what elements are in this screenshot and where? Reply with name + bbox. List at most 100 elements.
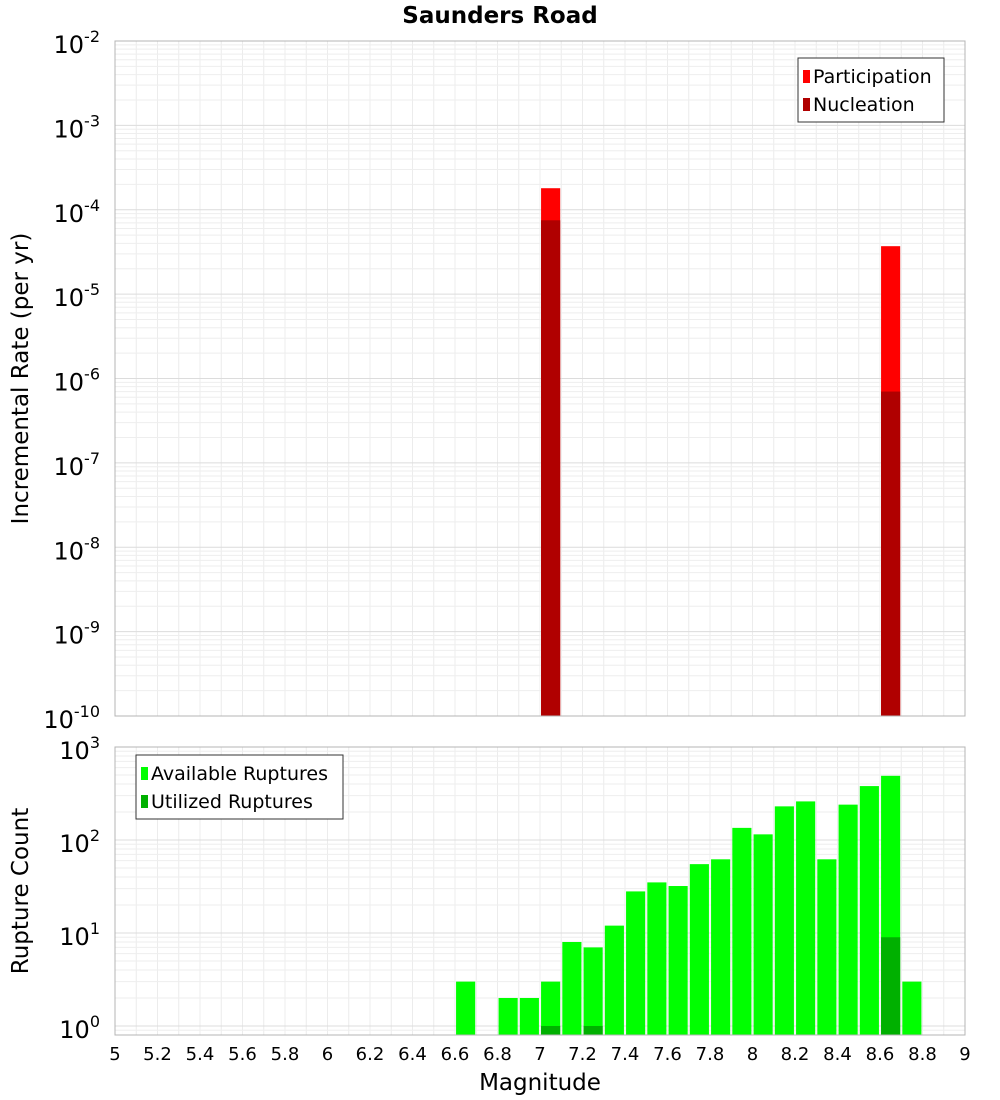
x-tick-label: 6.6 [441,1044,470,1065]
y-tick-exponent: -8 [84,533,100,552]
y-tick-base: 10 [54,537,85,565]
bar [732,827,752,1035]
bar [689,864,709,1035]
y-tick-exponent: -2 [84,27,100,46]
y-tick-exponent: 3 [90,733,100,752]
y-tick-label: 10-2 [54,27,101,59]
bar [753,834,773,1035]
y-tick-exponent: -4 [84,196,100,215]
chart-title: Saunders Road [402,3,597,29]
legend-box [797,57,945,123]
y-axis-label: Incremental Rate (per yr) [8,233,34,525]
bar [562,942,582,1035]
x-tick-label: 8.2 [781,1044,810,1065]
grid-lines [114,40,966,717]
bar [456,981,476,1035]
x-tick-label: 5.2 [143,1044,172,1065]
x-tick-label: 8.6 [866,1044,895,1065]
bar [604,925,624,1035]
plot-frame [114,40,966,717]
x-tick-label: 5.8 [271,1044,300,1065]
bar [626,891,646,1035]
y-tick-base: 10 [54,453,85,481]
legend: Participation Nucleation [797,57,945,123]
y-tick-label: 10-7 [54,449,101,481]
y-tick-base: 10 [59,737,90,765]
bar [859,786,879,1035]
x-tick-label: 5.6 [228,1044,257,1065]
x-tick-label: 7 [534,1044,545,1065]
plot-frame [114,746,966,1036]
legend-swatch [803,98,810,111]
y-tick-base: 10 [59,830,90,858]
legend-swatch [803,70,810,83]
bar [541,220,561,717]
y-tick-label: 101 [59,919,100,951]
legend: Available Ruptures Utilized Ruptures [135,754,344,820]
y-tick-exponent: -5 [84,280,100,299]
legend-label: Participation [813,66,932,88]
y-axis-label: Rupture Count [8,808,34,974]
y-tick-label: 10-4 [54,196,101,228]
y-tick-base: 10 [54,200,85,228]
x-tick-label: 8 [747,1044,758,1065]
legend-box [135,754,344,820]
y-tick-base: 10 [54,369,85,397]
x-tick-label: 5.4 [186,1044,215,1065]
x-tick-labels: 5 5.2 5.4 5.6 5.8 6 6.2 6.4 6.6 6.8 7 7.2 7.4 7.6 7.8 8… [109,1044,970,1065]
series-nucleation [541,220,901,717]
y-tick-exponent: -10 [74,702,100,721]
bar [583,1025,603,1035]
series-utilized-ruptures [541,937,901,1035]
bar [519,997,539,1035]
x-tick-label: 8.4 [823,1044,852,1065]
y-tick-base: 10 [54,622,85,650]
y-tick-exponent: -6 [84,365,100,384]
legend-label: Available Ruptures [151,763,328,785]
bar [498,997,518,1035]
y-tick-base: 10 [59,923,90,951]
bar [541,1025,561,1035]
y-tick-label: 10-10 [43,702,100,734]
bar [796,801,816,1035]
y-tick-base: 10 [54,284,85,312]
y-tick-label: 10-9 [54,618,101,650]
bar [838,804,858,1035]
y-tick-exponent: -7 [84,449,100,468]
bar [647,882,667,1035]
bar [541,981,561,1035]
bar [711,859,731,1035]
bar [774,806,794,1035]
x-tick-label: 8.8 [908,1044,937,1065]
y-tick-exponent: 2 [90,826,100,845]
y-tick-label: 103 [59,733,100,765]
x-tick-label: 5 [109,1044,120,1065]
x-tick-label: 6.4 [398,1044,427,1065]
bar [817,859,837,1035]
bar [902,981,922,1035]
y-tick-exponent: -3 [84,111,100,130]
y-tick-label: 102 [59,826,100,858]
bar [881,391,901,716]
x-tick-label: 6 [322,1044,333,1065]
y-tick-base: 10 [43,706,74,734]
y-tick-label: 10-5 [54,280,101,312]
legend-swatch [141,795,148,808]
legend-label: Nucleation [813,94,915,116]
y-tick-exponent: 1 [90,919,100,938]
legend-swatch [141,767,148,780]
x-tick-label: 9 [959,1044,970,1065]
x-tick-label: 6.2 [356,1044,385,1065]
x-tick-label: 7.2 [568,1044,597,1065]
y-tick-exponent: -9 [84,618,100,637]
y-tick-label: 10-3 [54,111,101,143]
y-tick-label: 10-6 [54,365,101,397]
y-tick-exponent: 0 [90,1012,100,1031]
legend-label: Utilized Ruptures [151,791,313,813]
y-tick-label: 100 [59,1012,100,1044]
x-tick-label: 7.8 [696,1044,725,1065]
bar [881,937,901,1035]
x-axis-label: Magnitude [479,1070,601,1096]
x-tick-label: 6.8 [483,1044,512,1065]
